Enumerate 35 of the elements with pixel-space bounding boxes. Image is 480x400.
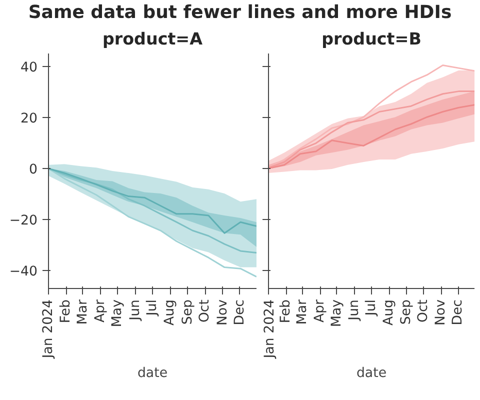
chart-title: Same data but fewer lines and more HDIs (28, 1, 452, 25)
x-tick-label: May (329, 299, 344, 328)
x-tick-label: Mar (294, 298, 310, 325)
y-tick-label: 20 (20, 111, 38, 126)
x-tick-label: Jul (364, 299, 379, 317)
x-tick-label: Jan 2024 (41, 300, 56, 360)
y-tick-label: −20 (9, 214, 38, 229)
x-tick-label: Feb (58, 299, 74, 324)
x-tick-label: Oct (198, 299, 213, 323)
x-tick-label: Nov (434, 299, 449, 326)
x-tick-label: Jul (145, 299, 160, 317)
y-tick-label: 0 (29, 162, 38, 178)
x-tick-label: Nov (215, 299, 230, 326)
x-axis-title: date (137, 366, 168, 382)
x-tick-label: Dec (450, 299, 466, 326)
x-tick-label: Sep (399, 299, 414, 325)
x-tick-label: Oct (416, 299, 432, 323)
x-tick-label: Aug (382, 299, 397, 326)
x-tick-label: Apr (93, 298, 108, 323)
x-tick-label: Dec (232, 299, 248, 326)
x-tick-label: Aug (162, 299, 178, 326)
chart-subtitle: product=A (102, 30, 203, 48)
y-tick-label: −40 (9, 264, 38, 280)
x-tick-label: May (110, 299, 126, 328)
x-axis-title: date (356, 366, 387, 382)
x-tick-label: Jan 2024 (262, 300, 278, 360)
x-tick-label: Apr (312, 298, 328, 323)
x-tick-label: Jun (128, 299, 143, 322)
x-tick-label: Jun (347, 299, 362, 322)
x-tick-label: Mar (75, 298, 90, 325)
chart-subtitle: product=B (322, 30, 422, 48)
x-tick-label: Sep (180, 299, 196, 325)
line-series (48, 168, 256, 234)
y-tick-label: 40 (20, 60, 38, 76)
x-tick-label: Feb (278, 299, 294, 324)
